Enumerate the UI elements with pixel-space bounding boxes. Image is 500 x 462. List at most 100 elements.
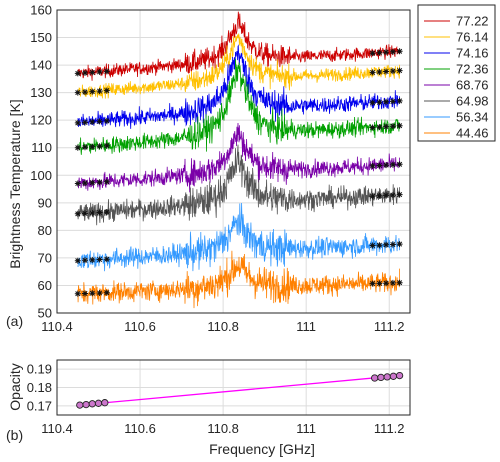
series-line-6 xyxy=(77,202,400,272)
baseline-marker xyxy=(369,162,376,169)
baseline-marker-glyph xyxy=(369,99,376,106)
baseline-marker xyxy=(376,192,383,199)
baseline-marker-glyph xyxy=(383,192,390,199)
baseline-marker-glyph xyxy=(376,49,383,56)
panel-b-x-tick-label: 111 xyxy=(296,421,316,436)
baseline-marker xyxy=(389,161,396,168)
baseline-marker-glyph xyxy=(369,193,376,200)
baseline-marker xyxy=(103,209,110,216)
baseline-marker xyxy=(89,210,96,216)
baseline-marker xyxy=(74,119,81,126)
panel-a-y-tick-label: 160 xyxy=(30,3,52,18)
baseline-marker xyxy=(383,280,390,287)
baseline-marker xyxy=(369,124,376,131)
panel-a-y-tick-label: 100 xyxy=(30,168,52,183)
panel-b-fit-line xyxy=(77,374,400,406)
baseline-marker xyxy=(376,49,383,56)
baseline-marker-glyph xyxy=(82,210,88,217)
panel-a-x-tick-label: 110.4 xyxy=(41,319,73,334)
baseline-marker xyxy=(396,161,403,168)
baseline-marker-glyph xyxy=(396,241,403,248)
series-line-0 xyxy=(77,11,400,81)
baseline-marker xyxy=(389,192,396,198)
baseline-marker-glyph xyxy=(396,122,403,129)
baseline-marker xyxy=(383,162,390,169)
baseline-marker-glyph xyxy=(369,124,376,131)
baseline-marker xyxy=(96,256,103,263)
panel-b-y-ticks: 0.17 0.18 0.19 xyxy=(27,362,52,414)
baseline-marker xyxy=(74,210,81,217)
baseline-marker-glyph xyxy=(389,192,396,198)
baseline-marker xyxy=(369,99,376,106)
baseline-marker xyxy=(103,256,110,263)
baseline-marker-glyph xyxy=(74,290,81,297)
panel-b-x-tick-label: 111.2 xyxy=(374,421,405,436)
baseline-marker xyxy=(396,48,403,55)
baseline-marker xyxy=(74,144,81,151)
panel-a-plot-frame xyxy=(56,9,411,314)
baseline-marker-glyph xyxy=(376,124,383,131)
baseline-marker-glyph xyxy=(89,179,96,186)
series-line-7 xyxy=(77,250,400,309)
opacity-point xyxy=(389,372,398,380)
baseline-marker-glyph xyxy=(96,118,103,125)
baseline-marker xyxy=(103,87,110,94)
baseline-marker-glyph xyxy=(82,257,88,264)
baseline-marker-glyph xyxy=(74,119,81,126)
baseline-marker xyxy=(74,70,81,77)
panel-b-plot-frame xyxy=(56,359,411,416)
baseline-marker xyxy=(103,178,110,185)
baseline-marker xyxy=(89,179,96,186)
baseline-marker-glyph xyxy=(82,89,88,96)
baseline-marker xyxy=(389,241,396,248)
baseline-marker-glyph xyxy=(82,290,88,297)
baseline-marker-glyph xyxy=(89,69,96,76)
baseline-marker-glyph xyxy=(96,209,103,216)
panel-a-series xyxy=(77,11,400,309)
baseline-marker xyxy=(96,88,103,95)
baseline-marker-glyph xyxy=(383,98,390,105)
series-line-3 xyxy=(77,58,400,155)
baseline-marker-glyph xyxy=(103,68,110,75)
baseline-marker xyxy=(96,290,103,296)
series-line-5 xyxy=(77,144,400,226)
panel-b-x-tick-label: 110.4 xyxy=(41,421,73,436)
panel-a-y-tick-label: 120 xyxy=(30,113,52,128)
baseline-marker-glyph xyxy=(389,98,396,105)
panel-a-y-tick-label: 140 xyxy=(30,58,52,73)
baseline-marker-glyph xyxy=(82,180,88,187)
panel-b-x-tick-label: 110.6 xyxy=(124,421,156,436)
baseline-marker-glyph xyxy=(103,117,110,124)
baseline-marker xyxy=(376,280,383,287)
series-line-4 xyxy=(77,122,400,193)
baseline-marker-glyph xyxy=(82,119,88,126)
baseline-marker-glyph xyxy=(74,257,81,264)
baseline-marker xyxy=(369,242,376,249)
legend-entry-2: 74.16 xyxy=(456,46,489,61)
panel-b-y-axis-label: Opacity xyxy=(7,363,23,410)
panel-a-y-tick-label: 80 xyxy=(38,223,52,238)
baseline-marker xyxy=(82,69,88,76)
panel-b: 0.17 0.18 0.19 110.4 110.6 110.8 111 111.2 Opa… xyxy=(6,359,411,457)
baseline-marker xyxy=(389,98,396,105)
baseline-marker-glyph xyxy=(103,256,110,263)
baseline-marker xyxy=(82,89,88,96)
baseline-marker xyxy=(96,179,103,186)
baseline-marker xyxy=(369,69,376,76)
panel-a-y-tick-label: 130 xyxy=(30,85,52,100)
legend-entry-0: 77.22 xyxy=(456,14,489,29)
baseline-marker-glyph xyxy=(396,191,403,198)
baseline-marker-glyph xyxy=(396,161,403,168)
baseline-marker-glyph xyxy=(74,89,81,96)
baseline-marker-glyph xyxy=(89,256,96,263)
baseline-marker-glyph xyxy=(389,161,396,168)
baseline-marker xyxy=(396,97,403,104)
baseline-marker-glyph xyxy=(96,68,103,75)
baseline-marker-glyph xyxy=(376,280,383,287)
panel-a-x-tick-label: 111.2 xyxy=(374,319,405,334)
baseline-marker-glyph xyxy=(396,97,403,104)
legend-entry-3: 72.36 xyxy=(456,62,489,77)
baseline-marker-glyph xyxy=(103,289,110,296)
baseline-marker xyxy=(82,180,88,187)
baseline-marker xyxy=(82,210,88,217)
